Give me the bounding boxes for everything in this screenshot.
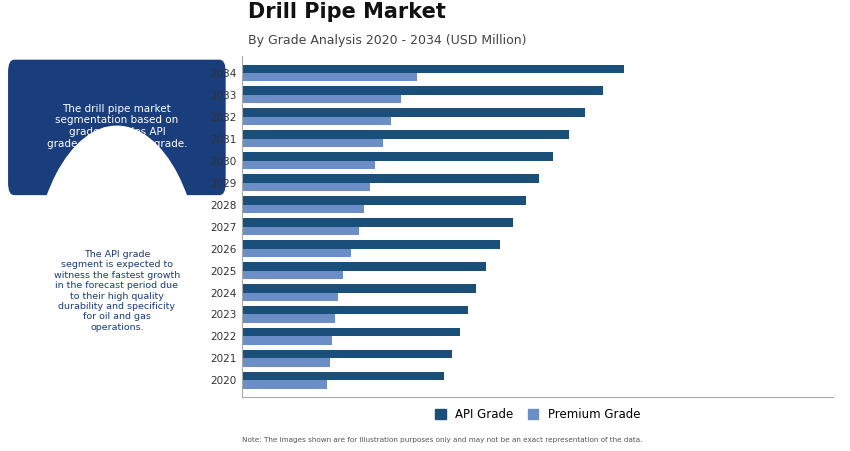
FancyBboxPatch shape bbox=[7, 59, 227, 196]
Text: M A R K E T  R E S E A R C H: M A R K E T R E S E A R C H bbox=[76, 43, 182, 52]
Bar bbox=[242, 152, 552, 161]
Bar bbox=[242, 359, 330, 367]
Bar bbox=[242, 306, 468, 314]
Text: The drill pipe market
segmentation based on
grade includes API
grade and premium: The drill pipe market segmentation based… bbox=[47, 104, 187, 149]
Circle shape bbox=[31, 126, 202, 451]
Bar bbox=[242, 293, 337, 301]
Bar bbox=[242, 73, 417, 81]
Bar bbox=[242, 218, 513, 226]
Bar bbox=[242, 183, 370, 191]
Bar bbox=[242, 87, 604, 95]
Bar bbox=[242, 161, 375, 169]
Text: Note: The images shown are for illustration purposes only and may not be an exac: Note: The images shown are for illustrat… bbox=[242, 437, 643, 443]
Text: Source:www.polarismarketresearch.com: Source:www.polarismarketresearch.com bbox=[34, 437, 200, 443]
Bar bbox=[242, 175, 540, 183]
Bar bbox=[242, 64, 625, 73]
Bar bbox=[242, 271, 343, 279]
Legend: API Grade, Premium Grade: API Grade, Premium Grade bbox=[430, 404, 645, 426]
Bar bbox=[242, 117, 391, 125]
Bar bbox=[242, 314, 335, 323]
Bar bbox=[242, 139, 382, 147]
Bar bbox=[242, 130, 569, 139]
Text: The API grade
segment is expected to
witness the fastest growth
in the forecast : The API grade segment is expected to wit… bbox=[54, 250, 180, 332]
Bar bbox=[242, 196, 526, 205]
Text: POLARIS: POLARIS bbox=[85, 20, 172, 38]
Bar bbox=[242, 350, 452, 359]
Bar bbox=[242, 336, 332, 345]
Bar bbox=[242, 249, 351, 257]
Text: By Grade Analysis 2020 - 2034 (USD Million): By Grade Analysis 2020 - 2034 (USD Milli… bbox=[248, 34, 527, 47]
Bar bbox=[242, 95, 401, 103]
Text: Drill Pipe Market: Drill Pipe Market bbox=[248, 2, 446, 22]
Bar bbox=[242, 284, 476, 293]
Bar bbox=[242, 380, 327, 389]
Bar bbox=[242, 108, 585, 117]
Bar bbox=[242, 372, 444, 380]
Bar bbox=[242, 240, 500, 249]
Bar bbox=[242, 227, 359, 235]
Bar bbox=[242, 262, 486, 271]
Bar bbox=[242, 205, 365, 213]
Bar bbox=[242, 328, 460, 336]
